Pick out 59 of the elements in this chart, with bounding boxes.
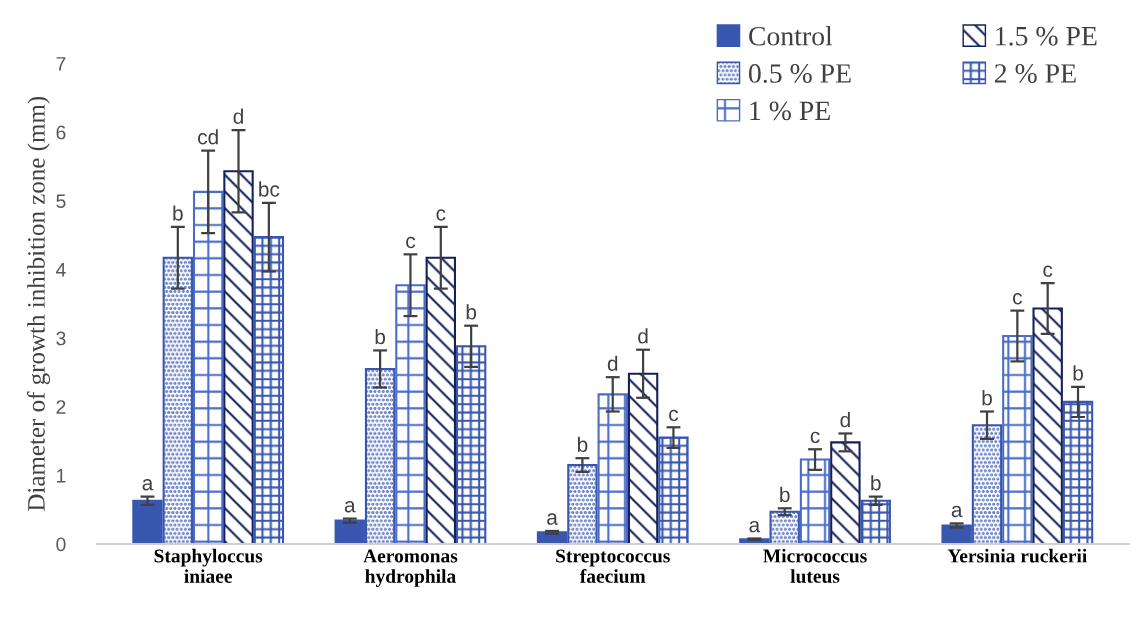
bar	[395, 284, 426, 544]
bar	[192, 190, 224, 544]
bar	[1032, 307, 1063, 544]
x-tick-label: Micrococcus luteus	[763, 548, 867, 583]
data-label: b	[982, 390, 992, 406]
y-tick-label: 5	[56, 194, 66, 209]
bar	[425, 256, 456, 544]
bar	[799, 458, 831, 544]
x-tick-label: Aeromonas hydrophila	[363, 549, 458, 587]
legend-label: 1 % PE	[750, 101, 830, 121]
y-tick-label: 2	[56, 400, 66, 414]
bar	[830, 441, 861, 544]
bar	[223, 170, 254, 544]
bar	[1062, 400, 1094, 544]
bar	[627, 372, 659, 544]
data-label: b	[1073, 365, 1083, 381]
data-label: bc	[259, 181, 280, 197]
data-label: b	[173, 205, 183, 221]
data-label: c	[436, 209, 446, 221]
y-tick-label: 7	[56, 57, 66, 71]
x-tick-label: Streptococcus faecium	[556, 549, 670, 583]
data-label: a	[749, 520, 761, 533]
bar	[1002, 334, 1033, 544]
data-label: c	[406, 236, 416, 249]
data-label: c	[1013, 293, 1022, 305]
y-tick-label: 4	[55, 263, 66, 277]
data-label: a	[951, 505, 963, 518]
y-tick-label: 1	[57, 469, 66, 483]
bar	[253, 236, 285, 544]
legend-label: Control	[749, 26, 833, 46]
x-tick-label: Staphyloccus iniaee	[154, 548, 263, 583]
y-tick-label: 3	[56, 331, 66, 346]
y-tick-label: 0	[56, 537, 66, 552]
data-label: a	[344, 501, 356, 513]
x-tick-label: Yersinia ruckerii	[947, 548, 1087, 563]
data-label: cd	[198, 129, 218, 145]
bar	[860, 499, 891, 544]
data-label: d	[233, 108, 243, 124]
data-label: b	[375, 328, 386, 345]
data-label: b	[780, 486, 790, 503]
data-label: c	[810, 431, 820, 444]
bar	[455, 345, 487, 544]
y-axis-title: Diameter of growth inhibition zone (mm)	[26, 96, 50, 511]
data-label: b	[577, 436, 588, 453]
data-label: d	[638, 328, 648, 344]
data-label: c	[669, 409, 679, 422]
bar	[597, 393, 628, 544]
data-label: a	[142, 479, 154, 491]
data-label: b	[871, 475, 881, 491]
data-label: a	[547, 513, 558, 525]
bar	[658, 436, 689, 544]
data-label: d	[607, 355, 618, 372]
legend-label: 2 % PE	[994, 64, 1076, 83]
y-tick-label: 6	[56, 125, 66, 140]
data-label: d	[840, 411, 850, 428]
data-label: c	[1043, 265, 1053, 277]
data-label: b	[466, 304, 477, 320]
legend-label: 1.5 % PE	[996, 26, 1097, 46]
legend-label: 0.5 % PE	[748, 64, 851, 83]
